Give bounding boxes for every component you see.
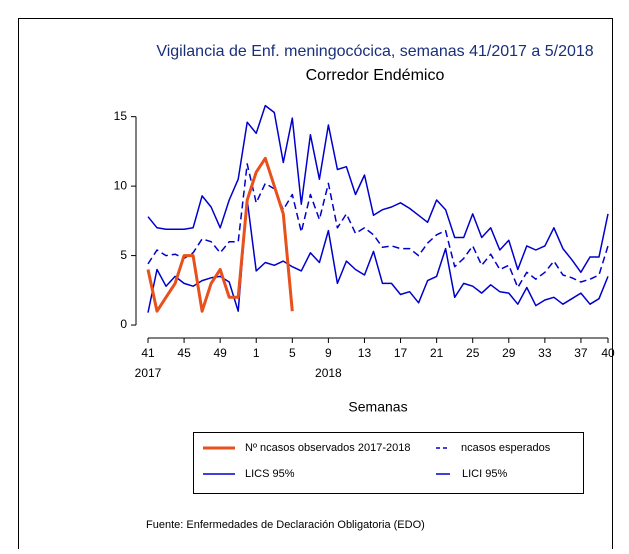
x-axis-label: Semanas <box>348 399 407 415</box>
series-line <box>147 104 609 274</box>
frame <box>18 18 613 554</box>
x-tick-label: 13 <box>358 346 372 360</box>
legend-box <box>193 432 584 494</box>
legend-label: ncasos esperados <box>461 442 551 454</box>
x-tick-label: 33 <box>538 346 552 360</box>
x-tick-label: 21 <box>430 346 444 360</box>
x-tick-label: 45 <box>177 346 191 360</box>
x-tick-label: 29 <box>502 346 516 360</box>
x-tick-label: 1 <box>253 346 260 360</box>
series-line <box>146 156 294 313</box>
legend-label: Nº ncasos observados 2017-2018 <box>245 442 410 454</box>
x-tick-label: 25 <box>466 346 480 360</box>
x-tick-label: 5 <box>289 346 296 360</box>
x-year-label: 2017 <box>135 366 162 380</box>
series-line <box>147 199 609 313</box>
x-tick-label: 37 <box>574 346 588 360</box>
y-tick-label: 5 <box>120 248 127 262</box>
y-tick-label: 0 <box>120 317 127 331</box>
y-tick-label: 15 <box>114 109 128 123</box>
x-year-label: 2018 <box>315 366 342 380</box>
series-line <box>147 163 609 289</box>
x-tick-label: 17 <box>394 346 408 360</box>
legend-label: LICS 95% <box>245 468 295 480</box>
x-tick-label: 49 <box>213 346 227 360</box>
source-note: Fuente: Enfermedades de Declaración Obli… <box>146 519 425 531</box>
chart-title: Vigilancia de Enf. meningocócica, semana… <box>156 43 593 60</box>
x-tick-label: 40 <box>601 346 615 360</box>
legend-label: LICI 95% <box>462 468 507 480</box>
chart-subtitle: Corredor Endémico <box>306 67 445 84</box>
x-tick-label: 41 <box>141 346 155 360</box>
y-tick-label: 10 <box>114 178 128 192</box>
x-tick-label: 9 <box>325 346 332 360</box>
